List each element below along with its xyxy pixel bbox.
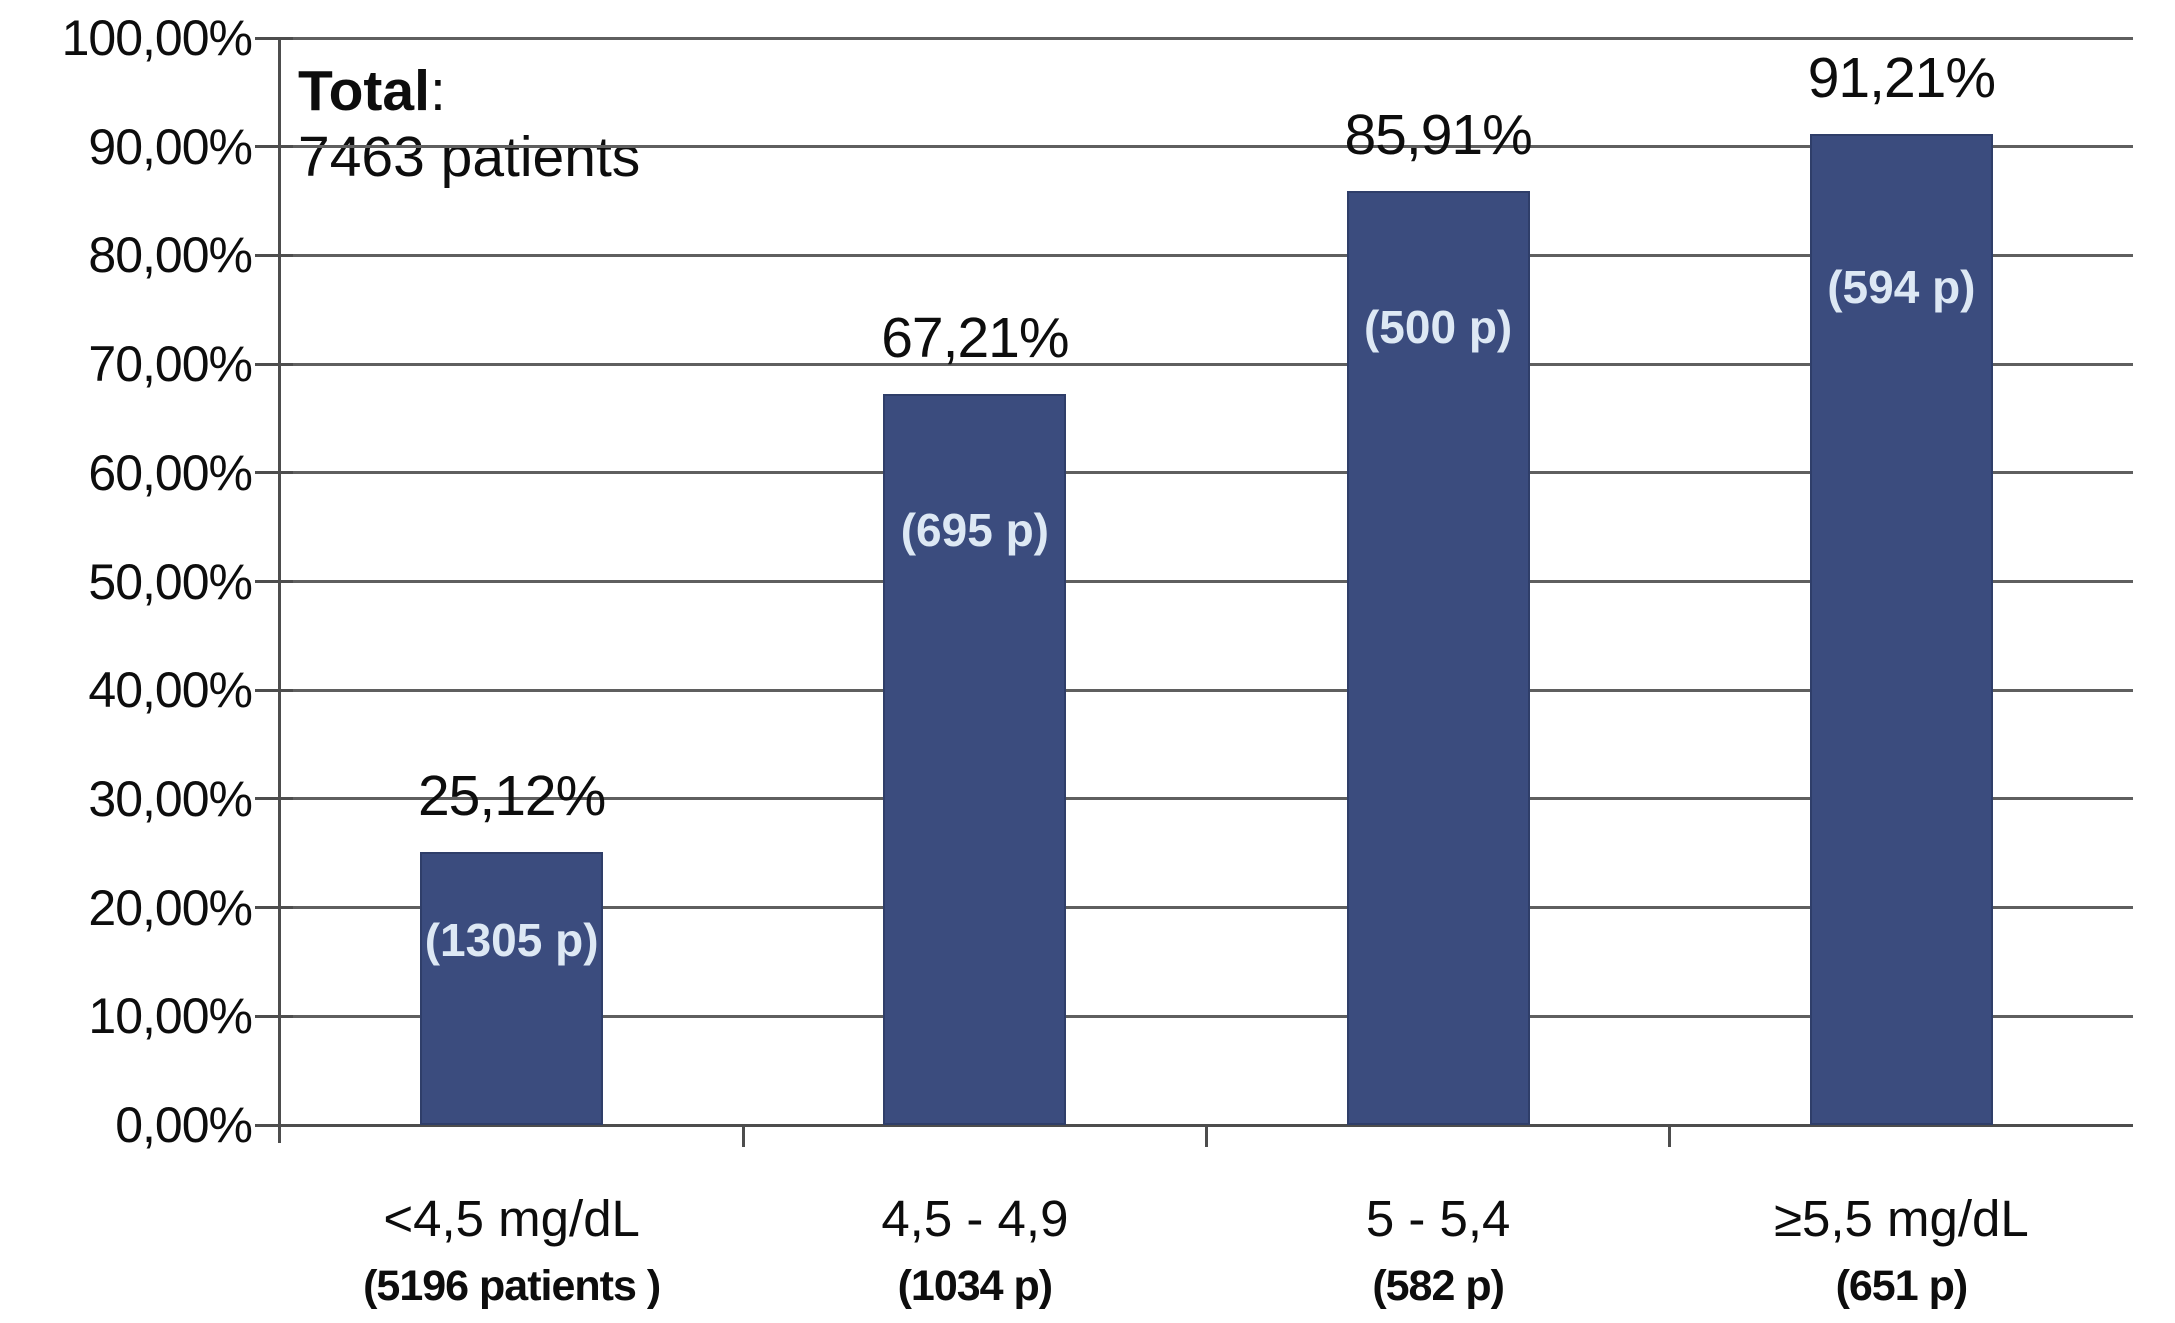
category-label: 4,5 - 4,9: [881, 1190, 1069, 1247]
y-axis-tick: [255, 797, 293, 801]
y-axis-tick-label: 10,00%: [88, 988, 253, 1045]
y-axis-tick: [255, 471, 293, 475]
bar-value-label: 25,12%: [417, 763, 606, 828]
y-axis-tick: [255, 580, 293, 583]
y-axis-tick-label: 40,00%: [88, 662, 253, 719]
total-annotation: Total: 7463 patients: [298, 58, 640, 190]
y-axis-tick: [255, 253, 293, 257]
bar-inside-label: (594 p): [1827, 260, 1976, 313]
bar-inside-label: (1305 p): [424, 913, 599, 966]
bar-value-label: 85,91%: [1344, 103, 1532, 168]
bar: [883, 394, 1067, 1125]
x-axis-tick: [741, 1125, 745, 1147]
category-label: ≥5,5 mg/dL: [1773, 1190, 2029, 1247]
gridline: [280, 906, 2133, 910]
y-axis-tick-label: 20,00%: [88, 879, 253, 936]
y-axis-tick: [255, 362, 293, 366]
gridline: [280, 797, 2133, 801]
category-sublabel: (5196 patients ): [363, 1262, 661, 1310]
bar-inside-label: (695 p): [900, 504, 1049, 557]
category-sublabel: (651 p): [1835, 1262, 1969, 1310]
bar: [1809, 133, 1993, 1125]
bar-value-label: 91,21%: [1807, 45, 1996, 110]
gridline: [280, 362, 2133, 366]
y-axis-tick-label: 100,00%: [61, 10, 253, 66]
y-axis-tick: [255, 36, 293, 40]
x-axis-tick: [1668, 1125, 1672, 1147]
total-annotation-line2: 7463 patients: [298, 125, 641, 189]
gridline: [280, 688, 2133, 692]
gridline: [280, 253, 2133, 257]
y-axis-tick-label: 0,00%: [115, 1097, 253, 1153]
y-axis-tick: [255, 688, 293, 692]
y-axis-tick-label: 70,00%: [88, 336, 253, 393]
total-annotation-title: Total: [298, 59, 430, 123]
category-label: 5 - 5,4: [1365, 1190, 1511, 1247]
bar-inside-label: (500 p): [1363, 301, 1513, 354]
gridline: [280, 145, 2133, 149]
bar-value-label: 67,21%: [881, 306, 1069, 371]
category-sublabel: (1034 p): [897, 1262, 1054, 1310]
y-axis-tick: [255, 145, 293, 149]
category-sublabel: (582 p): [1372, 1262, 1505, 1310]
gridline: [280, 1014, 2133, 1018]
y-axis-line: [278, 38, 281, 1143]
y-axis-tick-label: 80,00%: [88, 227, 253, 284]
y-axis-tick-label: 30,00%: [88, 770, 253, 827]
gridline: [280, 36, 2133, 40]
y-axis-tick-label: 60,00%: [88, 444, 253, 501]
bar: [1346, 191, 1530, 1125]
gridline: [280, 580, 2133, 583]
x-axis-tick: [1205, 1125, 1208, 1147]
bar: [420, 851, 604, 1125]
y-axis-tick: [255, 1014, 293, 1018]
total-annotation-line1: Total:: [298, 58, 640, 124]
y-axis-tick-label: 50,00%: [88, 553, 253, 610]
y-axis-tick: [255, 1123, 293, 1127]
total-annotation-colon: :: [429, 59, 446, 123]
category-label: <4,5 mg/dL: [383, 1190, 640, 1247]
gridline: [280, 471, 2133, 475]
y-axis-tick: [255, 906, 293, 910]
y-axis-tick-label: 90,00%: [88, 118, 253, 175]
